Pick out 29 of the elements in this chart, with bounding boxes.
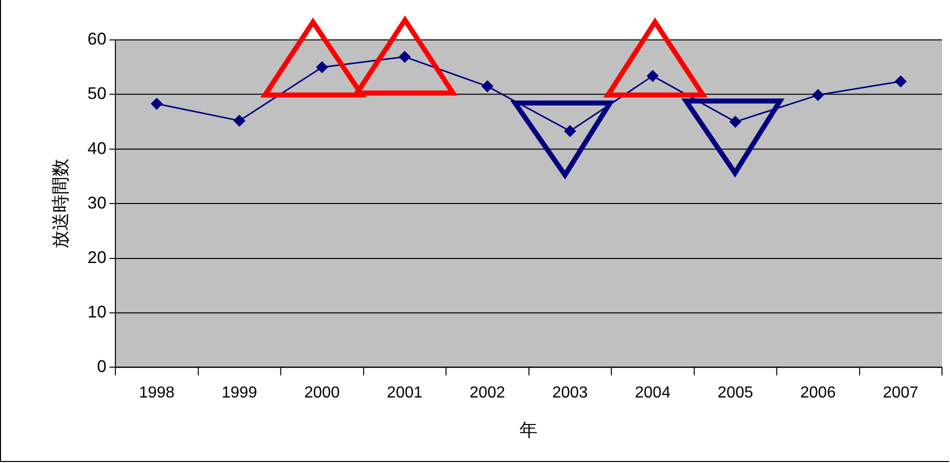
point bbox=[894, 76, 906, 88]
point bbox=[564, 125, 576, 137]
point bbox=[234, 114, 246, 126]
y-tick-label: 60 bbox=[88, 30, 106, 49]
y-tick-label: 20 bbox=[88, 248, 106, 267]
y-tick-label: 30 bbox=[88, 193, 106, 212]
y-tick-label: 40 bbox=[88, 138, 106, 158]
point bbox=[812, 89, 824, 101]
y-axis-title: 放送時間数 bbox=[50, 158, 72, 249]
x-tick-label: 2005 bbox=[718, 384, 754, 402]
x-tick-label: 2000 bbox=[304, 384, 340, 402]
x-tick-label: 1998 bbox=[138, 384, 175, 402]
point bbox=[730, 116, 742, 128]
x-tick-label: 2001 bbox=[386, 384, 423, 402]
x-tick-label: 1999 bbox=[222, 384, 258, 402]
x-tick-label: 2004 bbox=[634, 384, 671, 402]
point bbox=[316, 61, 328, 73]
x-tick-label: 2003 bbox=[552, 384, 588, 402]
x-tick-label: 2002 bbox=[470, 384, 506, 402]
y-tick-label: 0 bbox=[96, 357, 106, 376]
y-tick-label: 50 bbox=[88, 84, 106, 104]
x-tick-label: 2006 bbox=[800, 384, 836, 402]
point bbox=[150, 98, 162, 110]
point bbox=[646, 70, 658, 82]
x-axis-title: 年 bbox=[520, 420, 538, 441]
point bbox=[398, 51, 410, 63]
x-tick-label: 2007 bbox=[882, 384, 919, 402]
y-tick-label: 10 bbox=[88, 302, 106, 322]
point bbox=[482, 80, 494, 92]
